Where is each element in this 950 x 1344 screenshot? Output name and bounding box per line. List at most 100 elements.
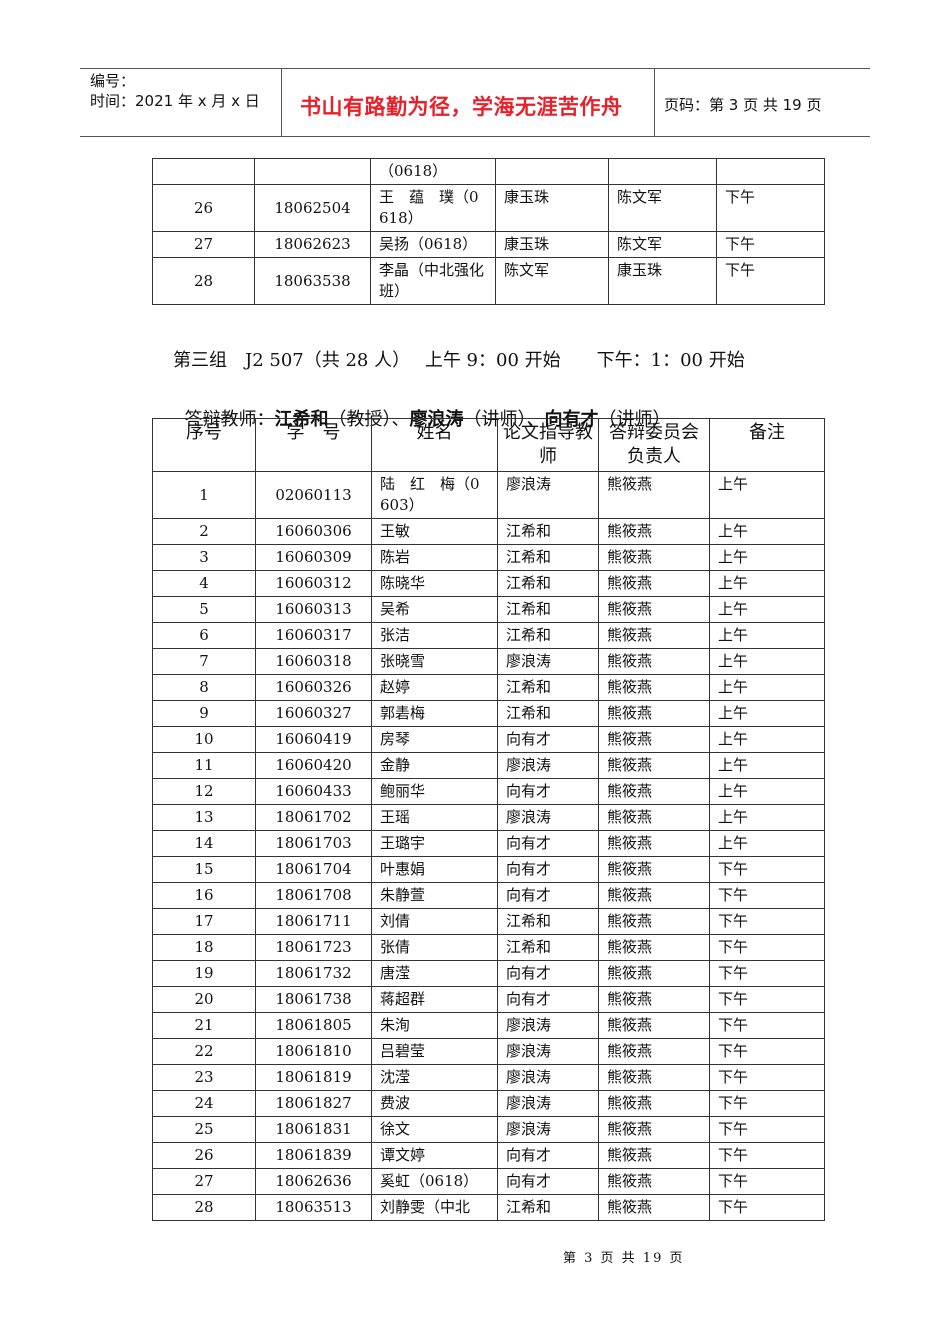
page-header: 编号： 时间：2021 年 x 月 x 日 书山有路勤为径，学海无涯苦作舟 页码… xyxy=(80,68,870,137)
cell-id: 18061708 xyxy=(255,882,372,909)
table-row: 5 16060313 吴希 江希和 熊筱燕 上午 xyxy=(152,596,825,623)
cell-no: 27 xyxy=(152,1168,256,1195)
cell-chair: 熊筱燕 xyxy=(598,596,710,623)
cell-note: 上午 xyxy=(709,778,825,805)
cell-no: 14 xyxy=(152,830,256,857)
cell-name: 李晶（中北强化班） xyxy=(370,257,496,305)
table-row: 3 16060309 陈岩 江希和 熊筱燕 上午 xyxy=(152,544,825,571)
cell-no: 3 xyxy=(152,544,256,571)
cell-advisor: 向有才 xyxy=(497,882,599,909)
cell-chair: 熊筱燕 xyxy=(598,471,710,519)
table-row: 8 16060326 赵婷 江希和 熊筱燕 上午 xyxy=(152,674,825,701)
cell-name: 吕碧莹 xyxy=(371,1038,498,1065)
cell-id: 18062636 xyxy=(255,1168,372,1195)
cell-name: 吴希 xyxy=(371,596,498,623)
cell-advisor: 向有才 xyxy=(497,1142,599,1169)
cell-no: 10 xyxy=(152,726,256,753)
table-header-row: 序号 学 号 姓名 论文指导教师 答辩委员会负责人 备注 xyxy=(152,418,825,472)
cell-id: 16060309 xyxy=(255,544,372,571)
cell-name: 朱静萱 xyxy=(371,882,498,909)
cell-id: 18061805 xyxy=(255,1012,372,1039)
cell-chair: 熊筱燕 xyxy=(598,1090,710,1117)
cell-no: 19 xyxy=(152,960,256,987)
cell-note: 下午 xyxy=(709,882,825,909)
cell-note: 上午 xyxy=(709,544,825,571)
cell-no: 7 xyxy=(152,648,256,675)
cell-chair: 熊筱燕 xyxy=(598,726,710,753)
cell-chair: 熊筱燕 xyxy=(598,1116,710,1143)
cell-note: 下午 xyxy=(709,1064,825,1091)
cell-note: 下午 xyxy=(716,231,825,258)
cell-note xyxy=(716,158,825,185)
cell-advisor: 江希和 xyxy=(497,570,599,597)
cell-chair: 熊筱燕 xyxy=(598,856,710,883)
table-row: 18 18061723 张倩 江希和 熊筱燕 下午 xyxy=(152,934,825,961)
cell-advisor: 廖浪涛 xyxy=(497,471,599,519)
cell-chair: 熊筱燕 xyxy=(598,830,710,857)
cell-chair: 熊筱燕 xyxy=(598,1038,710,1065)
cell-no: 18 xyxy=(152,934,256,961)
cell-advisor: 向有才 xyxy=(497,726,599,753)
cell-name: 吴扬（0618） xyxy=(370,231,496,258)
cell-chair xyxy=(608,158,717,185)
cell-advisor: 廖浪涛 xyxy=(497,648,599,675)
cell-chair: 熊筱燕 xyxy=(598,1012,710,1039)
cell-id: 16060326 xyxy=(255,674,372,701)
cell-chair: 熊筱燕 xyxy=(598,986,710,1013)
cell-no: 2 xyxy=(152,518,256,545)
cell-name: 徐文 xyxy=(371,1116,498,1143)
cell-id: 02060113 xyxy=(255,471,372,519)
col-header-id: 学 号 xyxy=(255,418,372,472)
cell-note: 下午 xyxy=(709,1090,825,1117)
cell-id: 16060317 xyxy=(255,622,372,649)
cell-no: 8 xyxy=(152,674,256,701)
cell-no: 24 xyxy=(152,1090,256,1117)
cell-advisor: 廖浪涛 xyxy=(497,1090,599,1117)
table-row: 21 18061805 朱洵 廖浪涛 熊筱燕 下午 xyxy=(152,1012,825,1039)
cell-advisor: 康玉珠 xyxy=(495,184,609,232)
header-page-info: 页码：第 3 页 共 19 页 xyxy=(664,96,822,114)
cell-advisor: 廖浪涛 xyxy=(497,804,599,831)
cell-no: 15 xyxy=(152,856,256,883)
cell-advisor: 江希和 xyxy=(497,908,599,935)
cell-note: 下午 xyxy=(716,257,825,305)
cell-note: 下午 xyxy=(709,934,825,961)
cell-note: 上午 xyxy=(709,700,825,727)
header-motto: 书山有路勤为径，学海无涯苦作舟 xyxy=(300,95,623,119)
cell-advisor: 廖浪涛 xyxy=(497,1116,599,1143)
cell-no: 17 xyxy=(152,908,256,935)
cell-advisor: 向有才 xyxy=(497,856,599,883)
cell-id: 16060313 xyxy=(255,596,372,623)
cell-name: 王璐宇 xyxy=(371,830,498,857)
cell-note: 上午 xyxy=(709,648,825,675)
cell-no: 1 xyxy=(152,471,256,519)
cell-advisor: 江希和 xyxy=(497,700,599,727)
cell-advisor: 廖浪涛 xyxy=(497,1064,599,1091)
cell-chair: 熊筱燕 xyxy=(598,622,710,649)
cell-id xyxy=(254,158,371,185)
cell-chair: 熊筱燕 xyxy=(598,908,710,935)
cell-chair: 熊筱燕 xyxy=(598,1064,710,1091)
cell-name: 陈岩 xyxy=(371,544,498,571)
table-row: （0618） xyxy=(152,158,825,185)
cell-advisor: 江希和 xyxy=(497,674,599,701)
cell-id: 16060420 xyxy=(255,752,372,779)
cell-id: 18061723 xyxy=(255,934,372,961)
cell-advisor: 向有才 xyxy=(497,960,599,987)
cell-name: 房琴 xyxy=(371,726,498,753)
cell-note: 下午 xyxy=(709,1142,825,1169)
cell-note: 上午 xyxy=(709,752,825,779)
cell-note: 下午 xyxy=(709,986,825,1013)
cell-note: 上午 xyxy=(709,830,825,857)
cell-id: 16060419 xyxy=(255,726,372,753)
cell-name: 张倩 xyxy=(371,934,498,961)
cell-no: 4 xyxy=(152,570,256,597)
col-header-advisor: 论文指导教师 xyxy=(497,418,599,472)
cell-no: 13 xyxy=(152,804,256,831)
cell-advisor: 廖浪涛 xyxy=(497,1038,599,1065)
cell-name: 赵婷 xyxy=(371,674,498,701)
cell-no: 20 xyxy=(152,986,256,1013)
cell-advisor: 江希和 xyxy=(497,934,599,961)
cell-chair: 熊筱燕 xyxy=(598,752,710,779)
cell-advisor: 江希和 xyxy=(497,596,599,623)
